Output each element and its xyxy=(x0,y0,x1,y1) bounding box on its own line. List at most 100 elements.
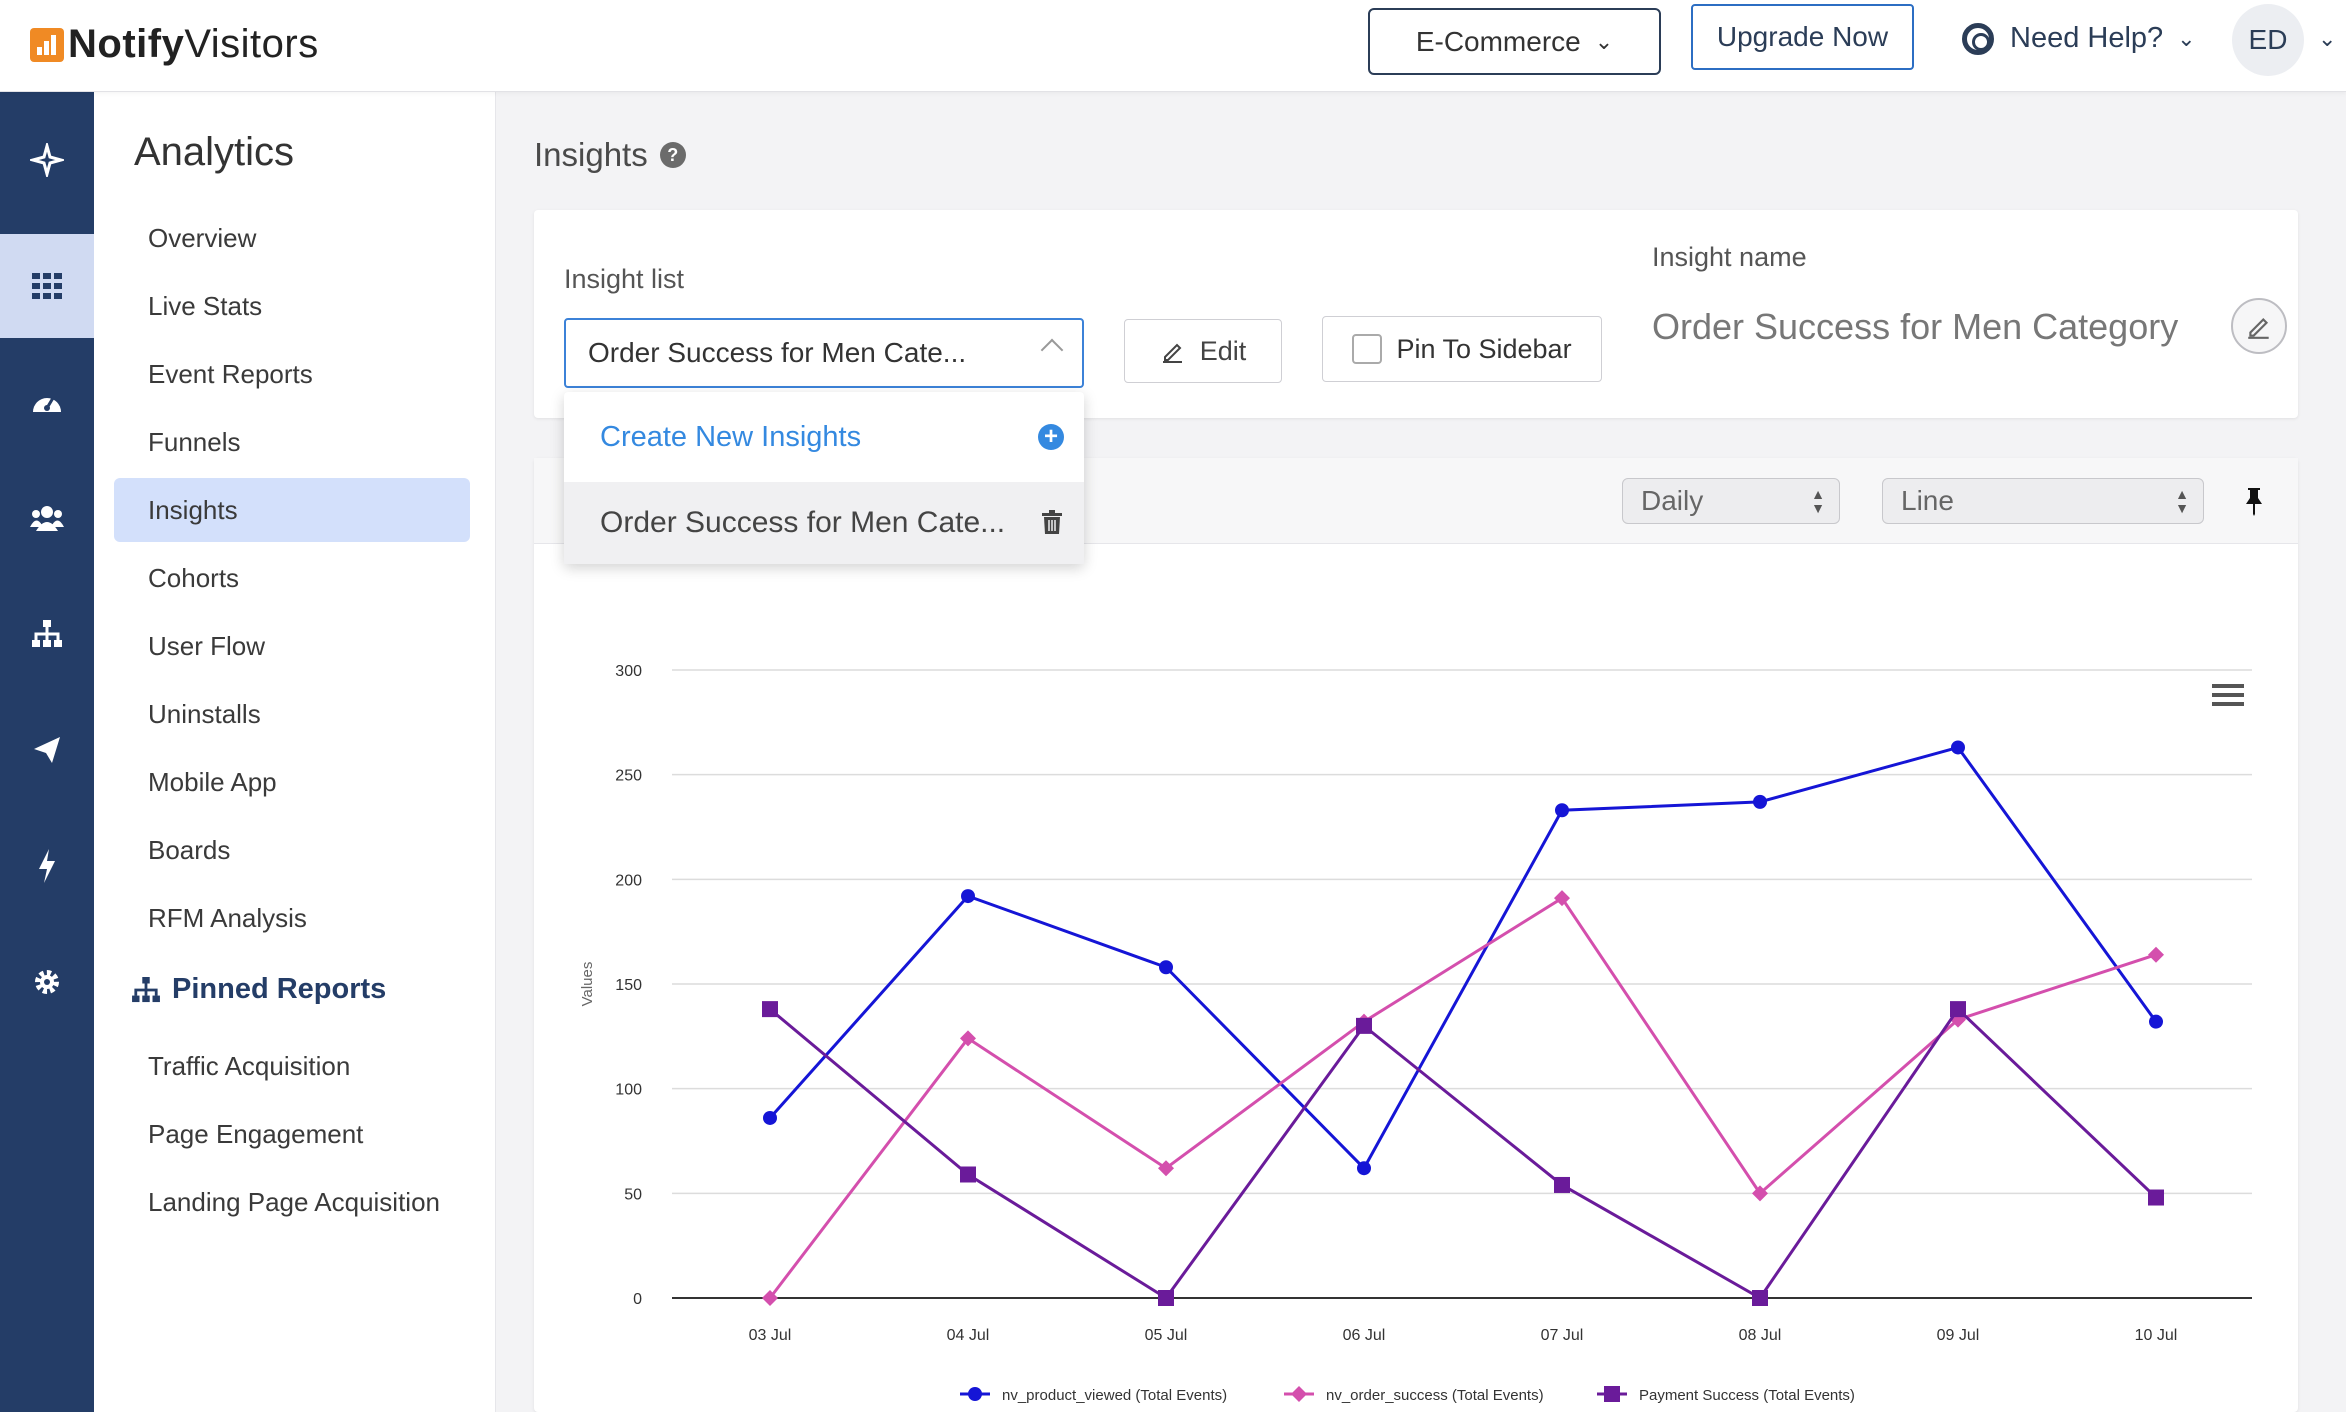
workspace-select[interactable]: E-Commerce ⌄ xyxy=(1368,8,1661,75)
gear-icon[interactable] xyxy=(0,930,94,1034)
help-circle-icon[interactable]: ? xyxy=(659,142,686,168)
chevron-down-icon[interactable]: ⌄ xyxy=(2318,26,2337,51)
insight-list-dropdown: Create New Insights + Order Success for … xyxy=(564,392,1084,564)
data-point xyxy=(1752,1185,1768,1202)
need-help-menu[interactable]: Need Help? ⌄ xyxy=(1962,22,2196,55)
data-point xyxy=(1753,794,1767,809)
chart-menu-icon[interactable] xyxy=(2212,684,2244,706)
sidebar-item-funnels[interactable]: Funnels xyxy=(148,426,241,457)
insight-list-label: Insight list xyxy=(564,264,685,294)
insight-name-label: Insight name xyxy=(1652,242,1807,272)
interval-select[interactable]: Daily ▲ ▼ xyxy=(1622,478,1840,524)
logo-chart-icon xyxy=(30,27,64,62)
y-tick-label: 300 xyxy=(615,663,642,680)
data-point xyxy=(960,1030,976,1047)
pencil-icon xyxy=(2248,318,2269,339)
pinned-item-landing-page-acquisition[interactable]: Landing Page Acquisition xyxy=(148,1186,441,1217)
trash-icon[interactable] xyxy=(1042,510,1062,534)
data-point xyxy=(1554,890,1570,907)
pencil-icon xyxy=(1162,343,1182,363)
edit-name-button[interactable] xyxy=(2231,298,2287,354)
insight-option[interactable]: Order Success for Men Cate... xyxy=(564,482,1084,564)
pin-icon[interactable] xyxy=(2244,486,2264,516)
sidebar-item-rfm-analysis[interactable]: RFM Analysis xyxy=(148,902,307,933)
sidebar-item-uninstalls[interactable]: Uninstalls xyxy=(148,698,261,729)
sidebar-item-event-reports[interactable]: Event Reports xyxy=(148,358,313,389)
data-point xyxy=(961,889,975,904)
chart-type-select[interactable]: Line ▲ ▼ xyxy=(1882,478,2204,524)
icon-rail xyxy=(0,92,94,1412)
insight-name-value: Order Success for Men Category xyxy=(1652,306,2179,347)
data-point xyxy=(762,1290,778,1306)
legend-label: nv_order_success (Total Events) xyxy=(1326,1387,1544,1404)
legend-item[interactable]: Payment Success (Total Events) xyxy=(1597,1386,1855,1404)
updown-arrows-icon: ▲ ▼ xyxy=(1811,486,1825,516)
chart-type-value: Line xyxy=(1901,485,1954,516)
series-line xyxy=(769,1006,2158,1301)
sitemap-icon[interactable] xyxy=(0,582,94,686)
pinned-item-traffic-acquisition[interactable]: Traffic Acquisition xyxy=(148,1050,351,1081)
data-point xyxy=(1356,1017,1372,1034)
x-tick-label: 07 Jul xyxy=(1541,1327,1584,1344)
workspace-label: E-Commerce xyxy=(1415,25,1581,57)
users-icon[interactable] xyxy=(0,466,94,570)
sidebar-title: Analytics xyxy=(134,130,295,174)
pinned-reports-label: Pinned Reports xyxy=(172,973,387,1005)
bolt-icon[interactable] xyxy=(0,814,94,918)
data-point xyxy=(763,1110,777,1125)
dashboard-icon[interactable] xyxy=(0,350,94,454)
sidebar-item-overview[interactable]: Overview xyxy=(148,222,257,253)
legend-item[interactable]: nv_product_viewed (Total Events) xyxy=(960,1387,1227,1404)
sparkle-icon[interactable] xyxy=(0,108,94,212)
x-tick-label: 03 Jul xyxy=(749,1327,792,1344)
create-new-insights-label: Create New Insights xyxy=(600,420,862,453)
need-help-label: Need Help? xyxy=(2010,22,2164,54)
series-line xyxy=(768,745,2158,1171)
logo-text-rest: Visitors xyxy=(184,22,319,66)
x-tick-label: 10 Jul xyxy=(2135,1327,2178,1344)
insight-settings-card: Insight list Order Success for Men Cate.… xyxy=(534,210,2298,418)
y-axis-label: Values xyxy=(579,962,596,1007)
data-point xyxy=(2148,946,2164,963)
avatar[interactable]: ED xyxy=(2232,4,2304,76)
pin-checkbox[interactable] xyxy=(1352,334,1383,364)
legend-marker xyxy=(1291,1386,1307,1402)
data-point xyxy=(1950,1001,1966,1018)
data-point xyxy=(960,1166,976,1183)
upgrade-now-button[interactable]: Upgrade Now xyxy=(1691,4,1914,70)
create-new-insights-option[interactable]: Create New Insights + xyxy=(564,392,1084,482)
logo[interactable]: NotifyVisitors xyxy=(30,22,319,67)
page-title-text: Insights xyxy=(534,136,648,173)
data-point xyxy=(2149,1014,2163,1029)
plus-circle-icon: + xyxy=(1038,424,1064,450)
top-header: NotifyVisitors E-Commerce ⌄ Upgrade Now … xyxy=(0,0,2346,92)
pin-to-sidebar-button[interactable]: Pin To Sidebar xyxy=(1322,316,1602,382)
updown-arrows-icon: ▲ ▼ xyxy=(2175,486,2189,516)
sidebar-item-mobile-app[interactable]: Mobile App xyxy=(148,766,277,797)
x-tick-label: 09 Jul xyxy=(1937,1327,1980,1344)
grid-icon[interactable] xyxy=(0,234,94,338)
insight-list-select[interactable]: Order Success for Men Cate... xyxy=(564,318,1084,388)
sidebar-item-user-flow[interactable]: User Flow xyxy=(148,630,266,661)
sidebar-item-boards[interactable]: Boards xyxy=(148,834,231,865)
legend-item[interactable]: nv_order_success (Total Events) xyxy=(1284,1386,1544,1404)
send-icon[interactable] xyxy=(0,698,94,802)
pinned-item-page-engagement[interactable]: Page Engagement xyxy=(148,1118,364,1149)
x-tick-label: 05 Jul xyxy=(1145,1327,1188,1344)
sidebar-item-insights[interactable]: Insights xyxy=(114,478,470,542)
analytics-sidebar: Analytics Overview Live Stats Event Report… xyxy=(94,92,496,1412)
insight-selected-value: Order Success for Men Cate... xyxy=(588,337,967,368)
legend-label: Payment Success (Total Events) xyxy=(1639,1387,1855,1404)
sidebar-item-live-stats[interactable]: Live Stats xyxy=(148,290,263,321)
chevron-up-icon xyxy=(1040,338,1064,362)
data-point xyxy=(1159,960,1173,975)
data-point xyxy=(1951,740,1965,755)
data-point xyxy=(1158,1290,1174,1306)
logo-text-bold: Notify xyxy=(68,22,185,66)
edit-button[interactable]: Edit xyxy=(1124,319,1282,383)
sidebar-item-cohorts[interactable]: Cohorts xyxy=(148,562,240,593)
pin-label: Pin To Sidebar xyxy=(1396,333,1572,364)
sitemap-icon xyxy=(132,976,160,1003)
lifebuoy-icon xyxy=(1962,22,1994,55)
pinned-reports-heading: Pinned Reports xyxy=(132,973,386,1006)
